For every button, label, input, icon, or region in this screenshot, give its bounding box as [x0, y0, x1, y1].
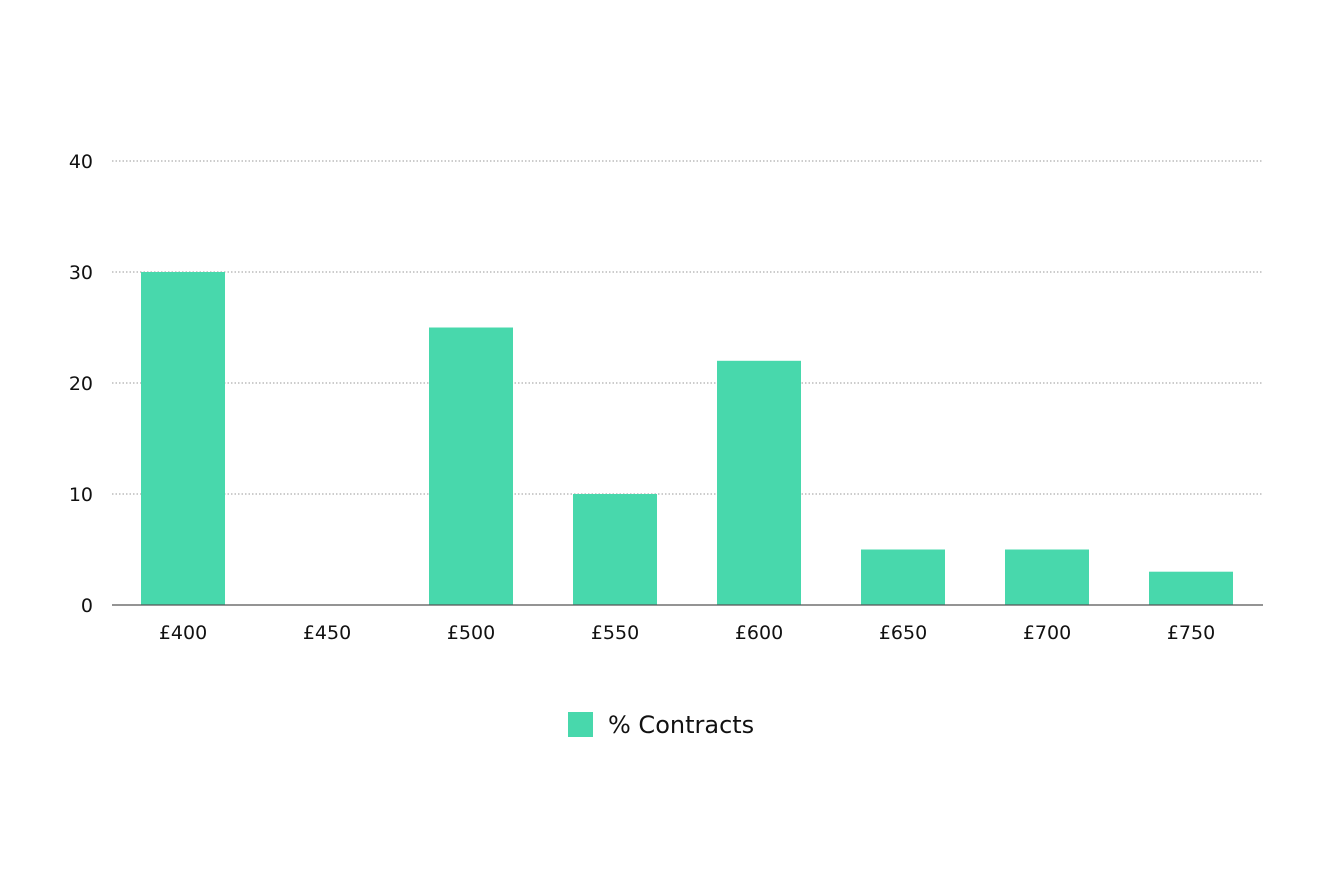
bar-700 — [1005, 549, 1089, 605]
x-tick-label: £400 — [159, 622, 207, 644]
bar-600 — [717, 360, 801, 605]
x-tick-label: £500 — [447, 622, 495, 644]
x-axis-tick-labels: £400 £450 £500 £550 £600 £650 £700 £750 — [159, 622, 1215, 644]
x-tick-label: £700 — [1023, 622, 1071, 644]
legend-swatch — [568, 712, 593, 737]
x-tick-label: £550 — [591, 622, 639, 644]
x-tick-label: £450 — [303, 622, 351, 644]
x-tick-label: £600 — [735, 622, 783, 644]
x-tick-label: £750 — [1167, 622, 1215, 644]
gridlines — [112, 160, 1263, 495]
y-tick-label: 20 — [69, 373, 93, 395]
legend-label: % Contracts — [608, 711, 754, 739]
y-axis-tick-labels: 0 10 20 30 40 — [69, 151, 93, 617]
y-tick-label: 30 — [69, 262, 93, 284]
legend[interactable]: % Contracts — [568, 711, 754, 739]
y-tick-label: 10 — [69, 484, 93, 506]
bar-650 — [861, 549, 945, 605]
bar-500 — [429, 327, 513, 605]
y-tick-label: 40 — [69, 151, 93, 173]
bar-750 — [1149, 571, 1233, 605]
bar-400 — [141, 272, 225, 605]
bar-550 — [573, 494, 657, 605]
y-tick-label: 0 — [81, 595, 93, 617]
x-tick-label: £650 — [879, 622, 927, 644]
bars — [141, 272, 1233, 605]
